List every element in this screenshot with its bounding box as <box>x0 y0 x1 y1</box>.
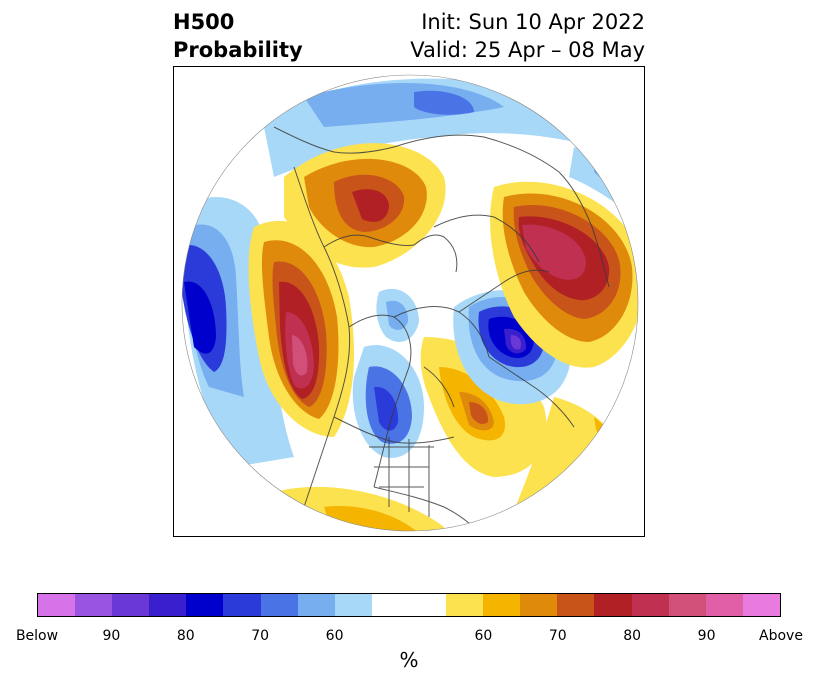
colorbar-swatch <box>334 594 372 616</box>
colorbar-unit-label: % <box>399 648 419 672</box>
globe-outline <box>181 74 639 532</box>
init-date: Init: Sun 10 Apr 2022 <box>421 10 645 34</box>
map-title-left: H500 Probability <box>173 8 303 64</box>
colorbar-tick-label: 80 <box>623 628 642 644</box>
colorbar-tick-label: 80 <box>176 628 195 644</box>
colorbar-swatch <box>112 594 150 616</box>
colorbar-swatch <box>668 594 706 616</box>
colorbar-swatch <box>223 594 261 616</box>
probability-map <box>173 66 645 537</box>
colorbar-swatch <box>38 594 76 616</box>
colorbar-swatch <box>408 594 447 616</box>
colorbar-swatch <box>742 594 780 616</box>
colorbar-swatch <box>631 594 669 616</box>
colorbar-swatch <box>594 594 632 616</box>
colorbar-tick-label: 90 <box>697 628 716 644</box>
colorbar-tick-label: Above <box>759 628 803 644</box>
colorbar-swatch <box>149 594 187 616</box>
valid-range: Valid: 25 Apr – 08 May <box>410 38 645 62</box>
colorbar-swatch <box>371 594 409 616</box>
colorbar <box>37 593 781 617</box>
colorbar-swatch <box>297 594 335 616</box>
title-field: Probability <box>173 38 303 62</box>
colorbar-tick-label: 70 <box>548 628 567 644</box>
colorbar-swatch <box>520 594 558 616</box>
colorbar-swatch <box>557 594 595 616</box>
map-title-right: Init: Sun 10 Apr 2022 Valid: 25 Apr – 08… <box>410 8 645 64</box>
colorbar-tick-label: 70 <box>251 628 270 644</box>
colorbar-tick-label: 90 <box>102 628 121 644</box>
colorbar-swatch <box>705 594 743 616</box>
colorbar-tick-label: 60 <box>325 628 344 644</box>
colorbar-tick-label: 60 <box>474 628 493 644</box>
colorbar-swatch <box>260 594 298 616</box>
map-svg <box>181 74 639 532</box>
title-variable: H500 <box>173 10 235 34</box>
colorbar-swatch <box>483 594 521 616</box>
colorbar-swatch <box>446 594 484 616</box>
colorbar-swatch <box>75 594 113 616</box>
colorbar-tick-label: Below <box>15 628 59 644</box>
colorbar-swatch <box>186 594 224 616</box>
